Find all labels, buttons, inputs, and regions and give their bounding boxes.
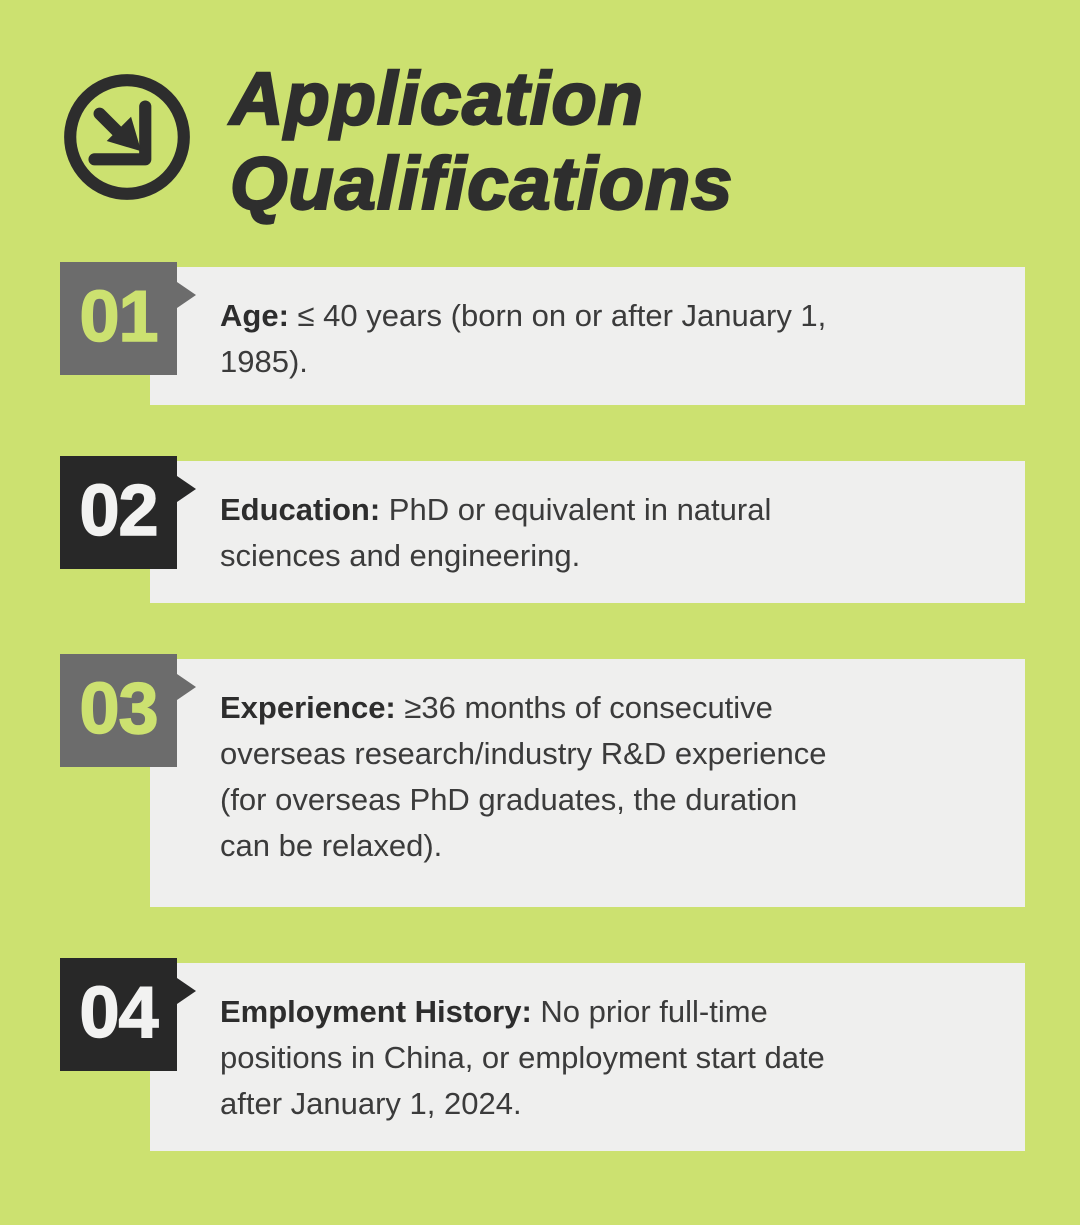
pointer-triangle-icon — [177, 476, 196, 502]
qualification-item-04: Employment History: No prior full-time p… — [60, 958, 1025, 1151]
qualification-item-01: Age: ≤ 40 years (born on or after Januar… — [60, 262, 1025, 405]
qualification-list: Age: ≤ 40 years (born on or after Januar… — [0, 226, 1080, 1151]
item-card: Education: PhD or equivalent in natural … — [150, 461, 1025, 603]
item-body: ≤ 40 years (born on or after January 1, … — [220, 298, 827, 379]
item-number: 01 — [79, 276, 160, 357]
item-number: 02 — [79, 470, 160, 551]
arrow-down-right-circle-icon — [56, 56, 198, 208]
item-body: ≥36 months of consecutive overseas resea… — [220, 690, 827, 863]
qualification-item-03: Experience: ≥36 months of consecutive ov… — [60, 654, 1025, 907]
pointer-triangle-icon — [177, 674, 196, 700]
item-body: No prior full-time positions in China, o… — [220, 994, 825, 1121]
item-number-badge: 01 — [60, 262, 196, 375]
item-number: 04 — [79, 972, 160, 1053]
page-title-line2: Qualifications — [229, 141, 734, 226]
pointer-triangle-icon — [177, 978, 196, 1004]
item-label: Employment History: — [220, 994, 532, 1029]
item-number-badge: 03 — [60, 654, 196, 767]
item-text: Experience: ≥36 months of consecutive ov… — [220, 685, 980, 869]
item-card: Experience: ≥36 months of consecutive ov… — [150, 659, 1025, 907]
item-label: Education: — [220, 492, 381, 527]
pointer-triangle-icon — [177, 282, 196, 308]
item-text: Employment History: No prior full-time p… — [220, 989, 980, 1127]
item-text: Age: ≤ 40 years (born on or after Januar… — [220, 293, 980, 385]
item-card: Employment History: No prior full-time p… — [150, 963, 1025, 1151]
item-number-badge: 04 — [60, 958, 196, 1071]
page-title-line1: Application — [229, 56, 644, 141]
item-text: Education: PhD or equivalent in natural … — [220, 487, 980, 579]
item-body: PhD or equivalent in natural sciences an… — [220, 492, 772, 573]
item-number: 03 — [79, 668, 160, 749]
item-label: Experience: — [220, 690, 396, 725]
infographic-page: Application Qualifications Age: ≤ 40 yea… — [0, 0, 1080, 1151]
page-title: Application Qualifications — [229, 56, 734, 226]
item-card: Age: ≤ 40 years (born on or after Januar… — [150, 267, 1025, 405]
header: Application Qualifications — [0, 0, 1080, 226]
item-number-badge: 02 — [60, 456, 196, 569]
item-label: Age: — [220, 298, 289, 333]
qualification-item-02: Education: PhD or equivalent in natural … — [60, 456, 1025, 603]
